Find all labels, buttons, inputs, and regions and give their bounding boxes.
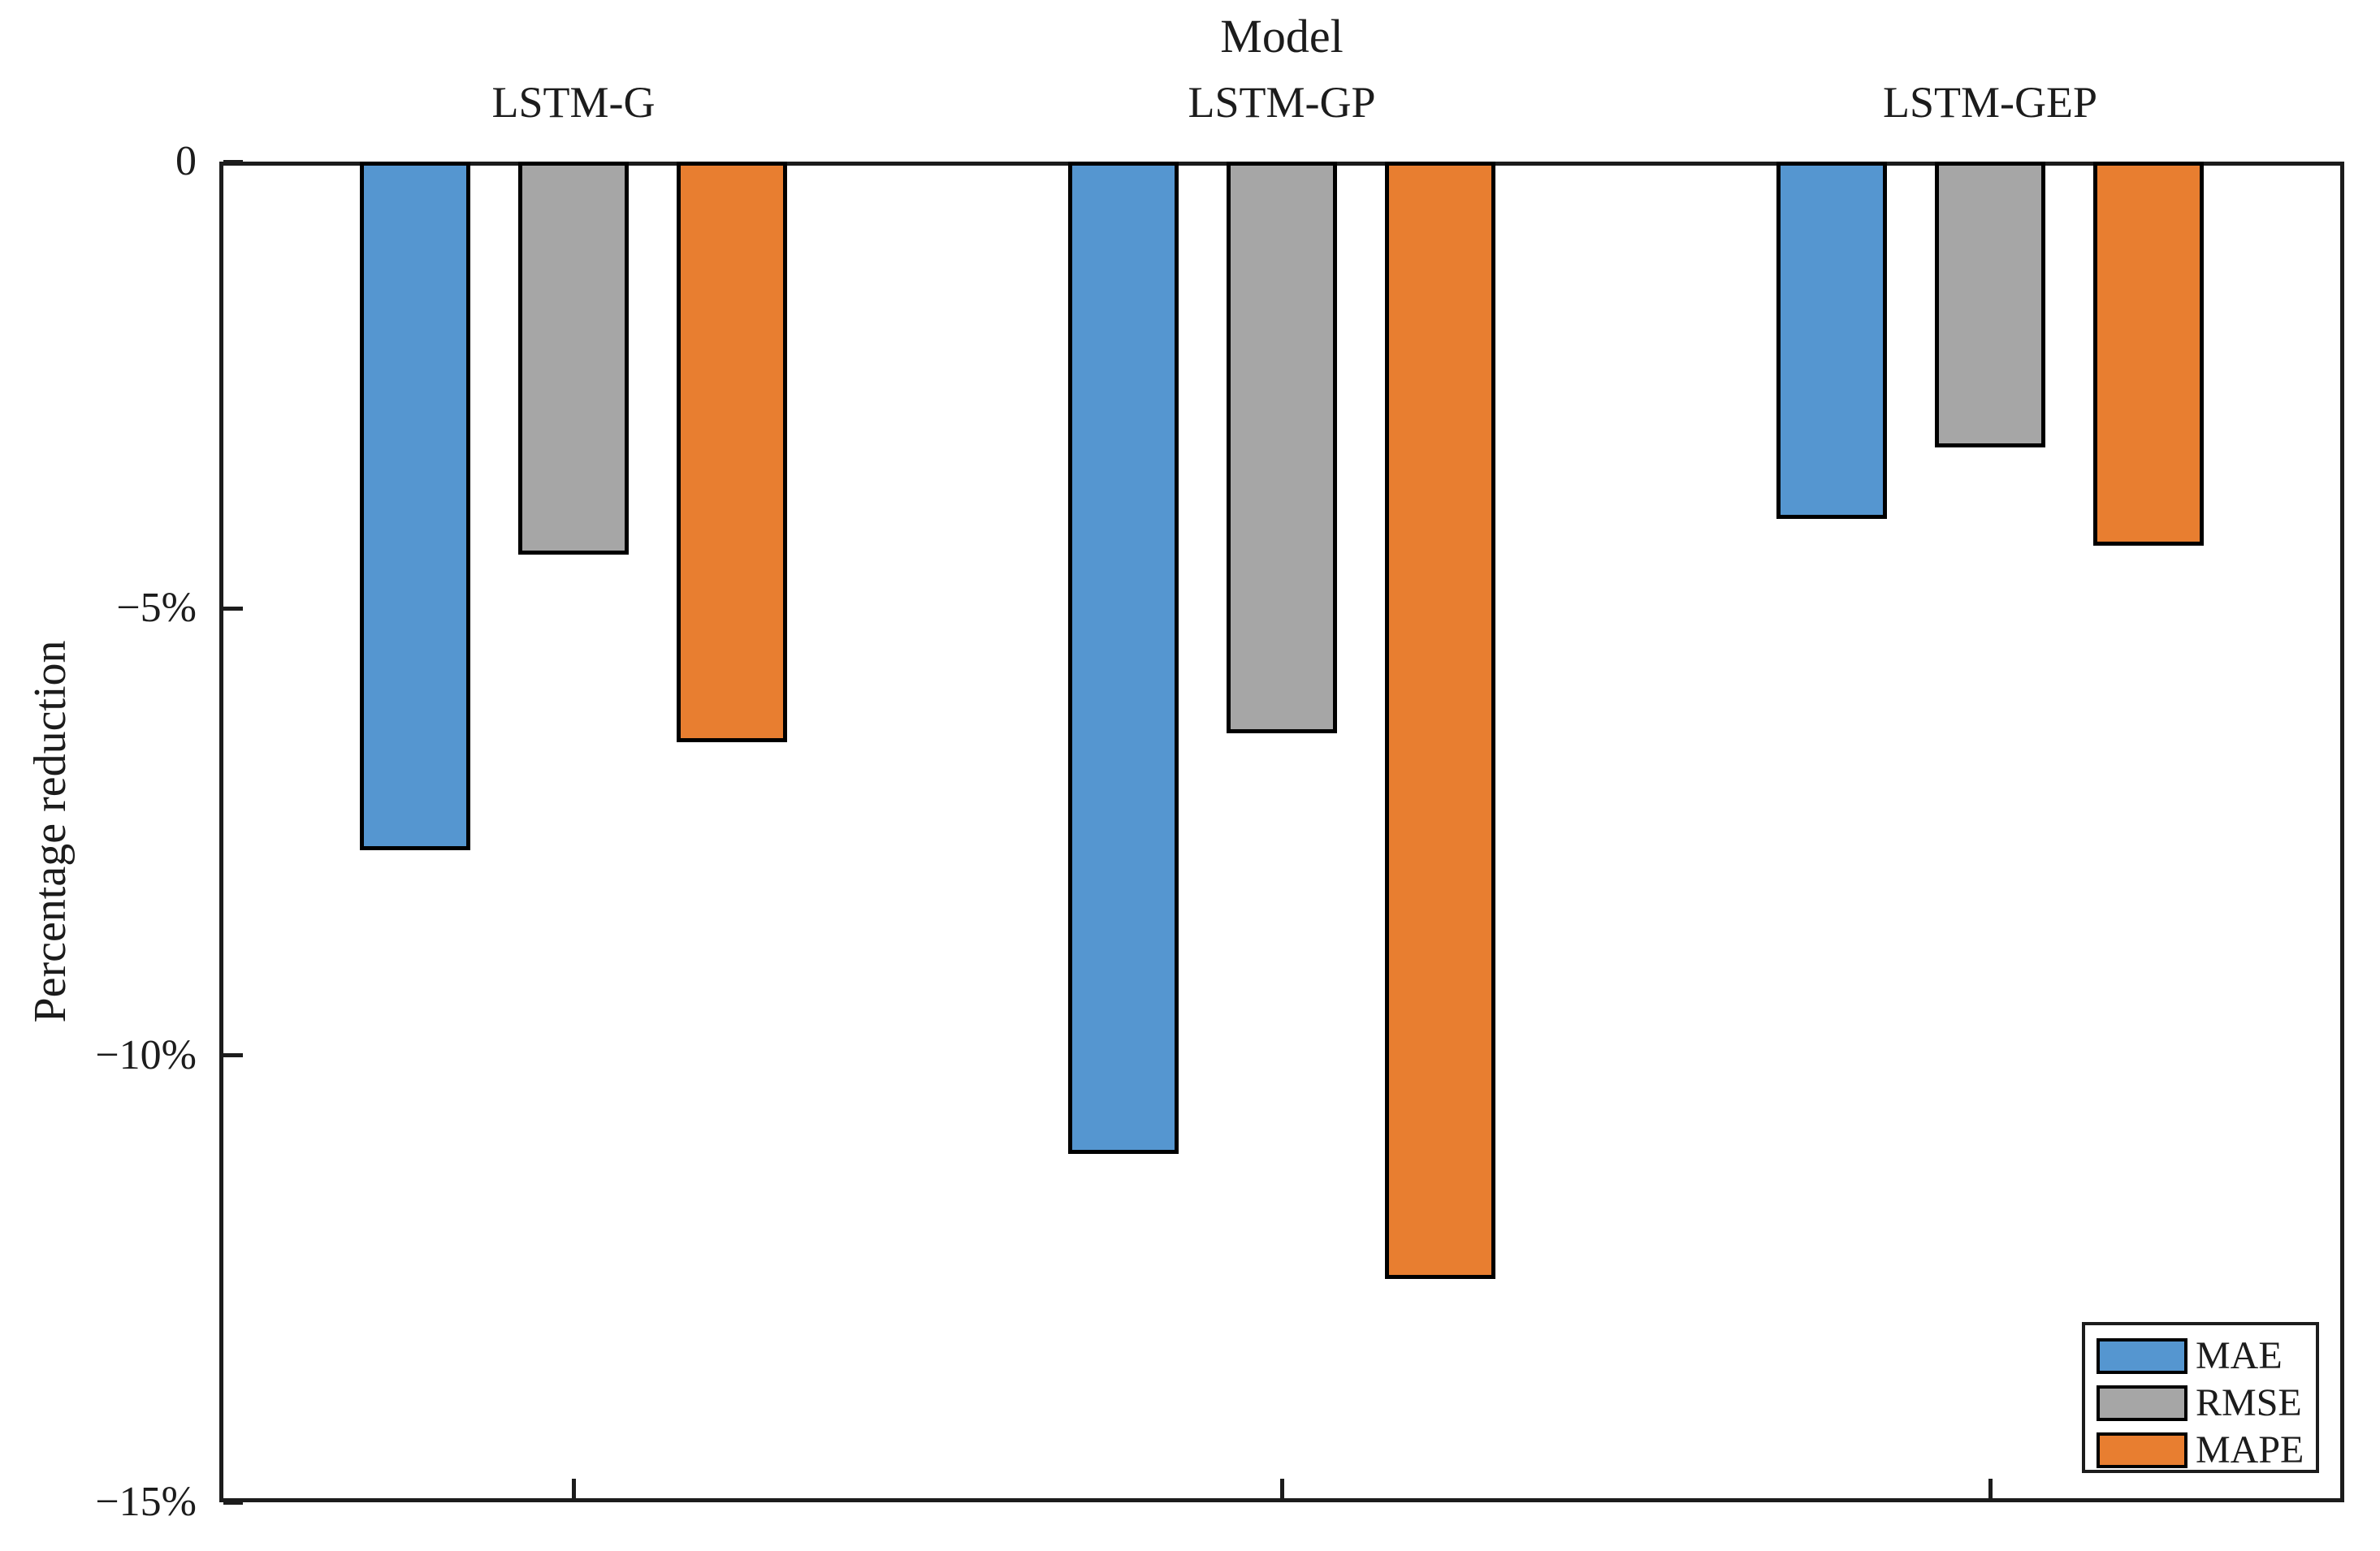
y-tick-label--5: −5% [116,585,197,632]
group-label-lstm-gep: LSTM-GEP [1882,78,2098,127]
legend-label-mape: MAPE [2196,1428,2304,1471]
bar-lstm-gp-rmse [1227,162,1337,734]
y-tick--15 [223,1500,243,1505]
legend-swatch-mae [2097,1338,2187,1374]
bar-lstm-g-rmse [518,162,629,555]
chart-title: Model [1220,10,1344,63]
group-label-lstm-g: LSTM-G [491,78,656,127]
legend-label-mae: MAE [2196,1334,2283,1377]
y-tick--5 [223,606,243,611]
legend-row-mae: MAE [2085,1334,2316,1378]
x-tick-lstm-gep [1988,1479,1993,1498]
legend-label-rmse: RMSE [2196,1381,2302,1424]
legend-row-rmse: RMSE [2085,1381,2316,1425]
group-label-lstm-gp: LSTM-GP [1188,78,1376,127]
bar-lstm-gep-mape [2093,162,2204,547]
y-tick-label--10: −10% [95,1031,197,1078]
legend-swatch-mape [2097,1432,2187,1468]
legend: MAE RMSE MAPE [2082,1322,2319,1473]
bar-lstm-gep-rmse [1935,162,2045,448]
y-tick-label-0: 0 [175,138,197,184]
bar-lstm-gp-mape [1385,162,1495,1279]
y-tick-label--15: −15% [95,1479,197,1525]
bar-lstm-g-mae [360,162,470,850]
bar-lstm-gp-mae [1068,162,1179,1154]
x-tick-lstm-g [571,1479,576,1498]
legend-swatch-rmse [2097,1385,2187,1421]
legend-row-mape: MAPE [2085,1428,2316,1472]
y-tick-0 [223,159,243,164]
legend-rows: MAE RMSE MAPE [2085,1334,2316,1472]
y-axis-label: Percentage reduction [25,640,76,1023]
x-tick-lstm-gp [1279,1479,1284,1498]
y-tick--10 [223,1053,243,1058]
bar-lstm-g-mape [677,162,787,743]
bar-lstm-gep-mae [1776,162,1887,520]
